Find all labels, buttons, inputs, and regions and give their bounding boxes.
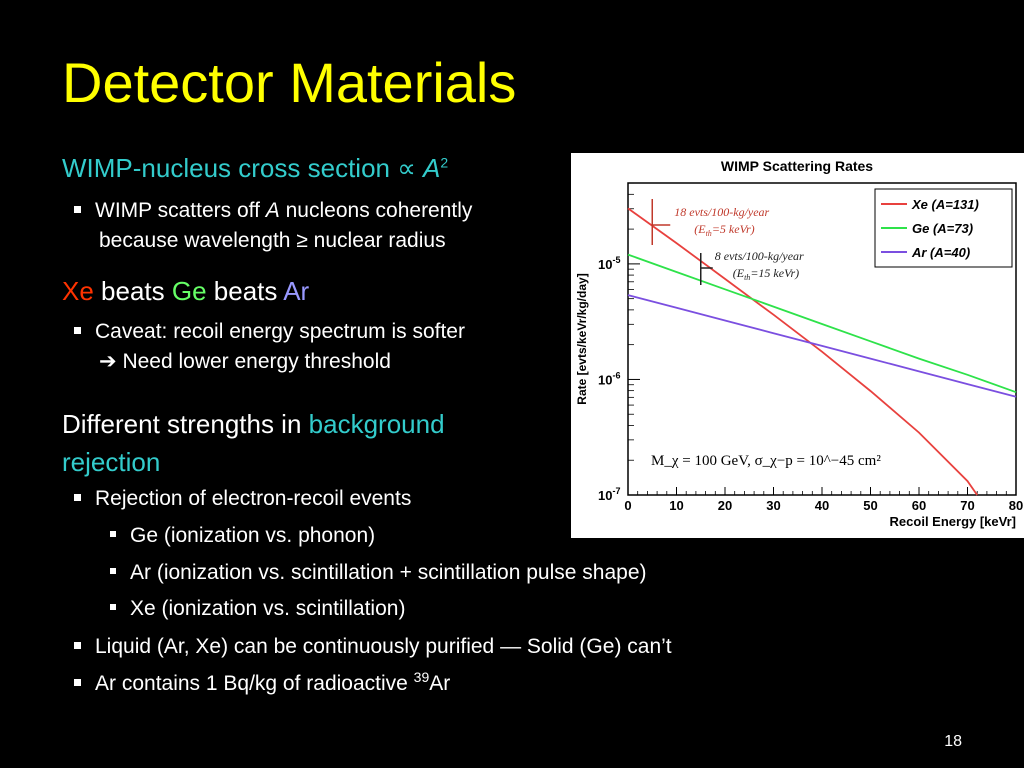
bullet-caveat-line2: Need lower energy threshold bbox=[116, 350, 391, 373]
bullet-radioactive-sup: 39 bbox=[413, 669, 430, 685]
legend-label: Xe (A=131) bbox=[911, 197, 979, 212]
chart-title: WIMP Scattering Rates bbox=[721, 158, 873, 174]
heading-background-accent: background bbox=[308, 409, 445, 439]
annotation-8-threshold: (Eth=15 keVr) bbox=[733, 266, 799, 282]
bullet-radioactive: Ar contains 1 Bq/kg of radioactive 39Ar bbox=[74, 669, 450, 699]
heading-cross-section: WIMP-nucleus cross section ∝ A2 bbox=[62, 153, 448, 184]
heading-background-line2: rejection bbox=[62, 447, 161, 477]
x-tick-label: 30 bbox=[766, 498, 780, 513]
xe-label: Xe bbox=[62, 276, 94, 306]
y-tick-label: 10-6 bbox=[598, 370, 620, 387]
sub-bullet-ar: Ar (ionization vs. scintillation + scint… bbox=[110, 558, 647, 588]
page-number: 18 bbox=[944, 733, 962, 750]
ar-label: Ar bbox=[283, 276, 310, 306]
series-line bbox=[627, 294, 1017, 398]
bullet-square-icon bbox=[74, 326, 81, 334]
beats-label-2: beats bbox=[206, 276, 284, 306]
heading-cross-section-text: WIMP-nucleus cross section ∝ bbox=[62, 153, 424, 183]
x-tick-label: 10 bbox=[669, 498, 683, 513]
legend-label: Ge (A=73) bbox=[912, 221, 973, 236]
heading-background: Different strengths in background reject… bbox=[62, 405, 445, 481]
sub-bullet-square-icon bbox=[110, 568, 116, 575]
bullet-rejection: Rejection of electron-recoil events bbox=[74, 484, 411, 514]
sub-bullet-xe-text: Xe (ionization vs. scintillation) bbox=[130, 597, 406, 620]
ge-label: Ge bbox=[171, 276, 207, 306]
sub-bullet-square-icon bbox=[110, 604, 116, 611]
legend-label: Ar (A=40) bbox=[911, 245, 970, 260]
bullet-coherent-pre: WIMP scatters off bbox=[95, 199, 266, 222]
bullet-caveat-line1: Caveat: recoil energy spectrum is softer bbox=[95, 320, 465, 343]
beats-label-1: beats bbox=[93, 276, 172, 306]
x-axis-label: Recoil Energy [keVr] bbox=[890, 514, 1016, 529]
x-tick-label: 50 bbox=[863, 498, 877, 513]
bullet-caveat: Caveat: recoil energy spectrum is softer… bbox=[74, 317, 465, 377]
x-tick-label: 60 bbox=[912, 498, 926, 513]
series-line bbox=[627, 253, 1017, 394]
heading-comparison: Xe beats Ge beats Ar bbox=[62, 276, 309, 307]
x-tick-label: 80 bbox=[1009, 498, 1023, 513]
bullet-coherent-line2: because wavelength ≥ nuclear radius bbox=[99, 229, 446, 252]
heading-cross-section-sup: 2 bbox=[440, 154, 449, 171]
sub-bullet-ge: Ge (ionization vs. phonon) bbox=[110, 521, 375, 551]
x-tick-label: 40 bbox=[815, 498, 829, 513]
heading-cross-section-symbol: A bbox=[423, 153, 441, 183]
x-tick-label: 70 bbox=[960, 498, 974, 513]
chart-svg: WIMP Scattering Rates 0 10 20 30 40 50 60 70 80Re… bbox=[575, 158, 1023, 529]
series-line bbox=[627, 207, 978, 496]
x-tick-label: 0 bbox=[624, 498, 631, 513]
heading-background-pre: Different strengths in bbox=[62, 409, 309, 439]
parameter-formula: M_χ = 100 GeV, σ_χ−p = 10^−45 cm² bbox=[651, 453, 881, 469]
sub-bullet-xe: Xe (ionization vs. scintillation) bbox=[110, 594, 405, 624]
bullet-coherent-italic: A bbox=[265, 199, 280, 222]
x-tick-label: 20 bbox=[718, 498, 732, 513]
bullet-square-icon bbox=[74, 493, 81, 501]
sub-bullet-square-icon bbox=[110, 531, 116, 538]
bullet-square-icon bbox=[74, 205, 81, 213]
sub-bullet-ar-text: Ar (ionization vs. scintillation + scint… bbox=[130, 561, 647, 584]
bullet-radioactive-pre: Ar contains 1 Bq/kg of radioactive bbox=[95, 672, 414, 695]
bullet-radioactive-post: Ar bbox=[429, 672, 451, 695]
bullet-purification: Liquid (Ar, Xe) can be continuously puri… bbox=[74, 632, 672, 662]
wimp-rates-chart: WIMP Scattering Rates 0 10 20 30 40 50 60 70 80 Re… bbox=[571, 153, 1024, 538]
slide-title: Detector Materials bbox=[62, 51, 517, 114]
sub-bullet-ge-text: Ge (ionization vs. phonon) bbox=[130, 524, 376, 547]
bullet-rejection-text: Rejection of electron-recoil events bbox=[95, 487, 412, 510]
annotation-18-threshold: (Eth=5 keVr) bbox=[694, 222, 754, 238]
bullet-square-icon bbox=[74, 678, 81, 686]
y-axis-label: Rate [evts/keVr/kg/day] bbox=[575, 273, 589, 404]
annotation-18-evts: 18 evts/100-kg/year bbox=[674, 205, 769, 219]
bullet-purification-text: Liquid (Ar, Xe) can be continuously puri… bbox=[95, 635, 672, 658]
annotation-8-evts: 8 evts/100-kg/year bbox=[715, 249, 804, 263]
bullet-coherent-post: nucleons coherently bbox=[279, 199, 473, 222]
y-tick-label: 10-5 bbox=[598, 255, 620, 272]
bullet-square-icon bbox=[74, 641, 81, 649]
y-tick-label: 10-7 bbox=[598, 486, 620, 503]
right-arrow-icon: ➔ bbox=[99, 350, 117, 373]
bullet-coherent: WIMP scatters off A nucleons coherently … bbox=[74, 196, 472, 256]
